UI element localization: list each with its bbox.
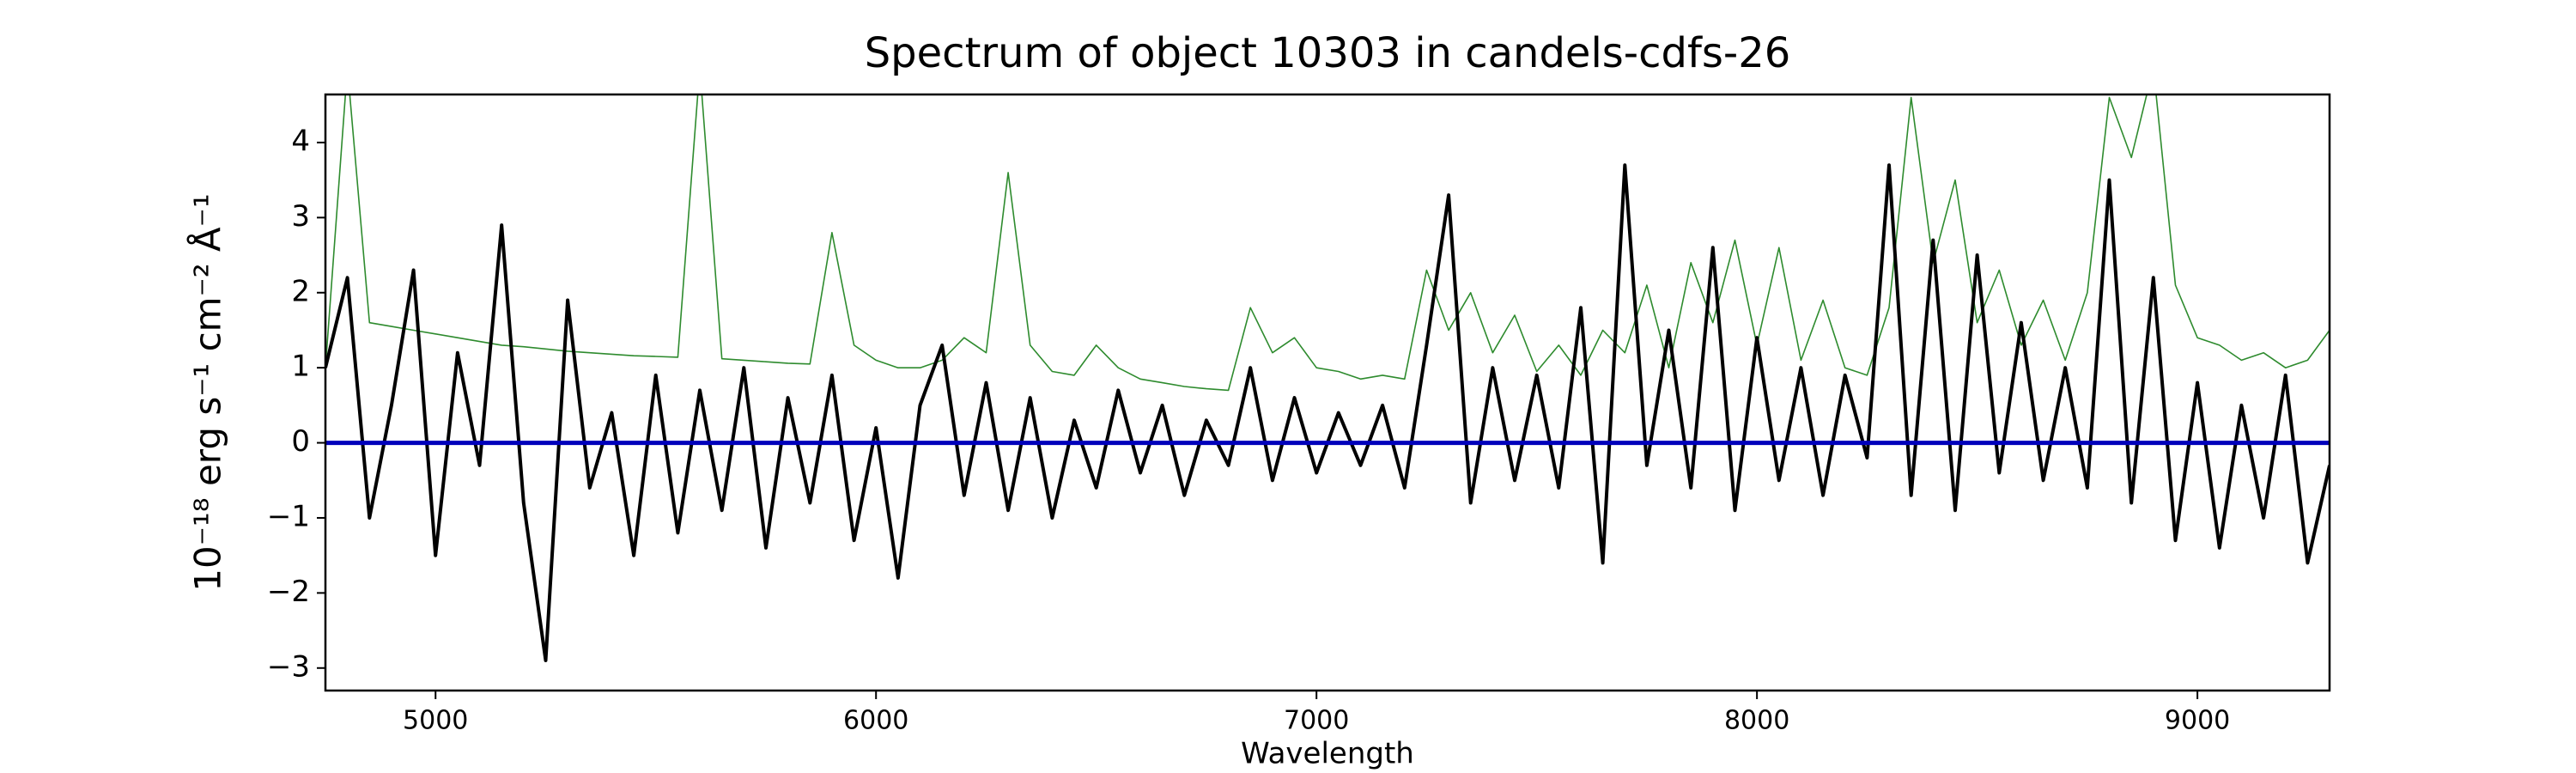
x-axis-label: Wavelength [1241, 737, 1414, 771]
y-tick-label: −3 [267, 649, 310, 684]
y-axis-label: 10⁻¹⁸ erg s⁻¹ cm⁻² Å⁻¹ [186, 193, 229, 591]
x-tick-label: 6000 [843, 706, 908, 736]
spectrum-line [325, 163, 2330, 662]
chart-title: Spectrum of object 10303 in candels-cdfs… [865, 29, 1791, 77]
x-tick-label: 7000 [1284, 706, 1349, 736]
y-tick-label: 3 [291, 199, 310, 234]
spectrum-line [325, 94, 2330, 392]
y-tick-label: −2 [267, 575, 310, 609]
x-tick-label: 5000 [403, 706, 468, 736]
y-tick-label: −1 [267, 499, 310, 533]
y-tick-label: 2 [291, 274, 310, 308]
plot-area [325, 94, 2330, 662]
x-tick-label: 9000 [2165, 706, 2230, 736]
y-tick-label: 0 [291, 424, 310, 459]
y-tick-label: 4 [291, 124, 310, 158]
y-tick-label: 1 [291, 350, 310, 384]
x-tick-label: 8000 [1724, 706, 1789, 736]
plot-frame [324, 93, 2331, 692]
